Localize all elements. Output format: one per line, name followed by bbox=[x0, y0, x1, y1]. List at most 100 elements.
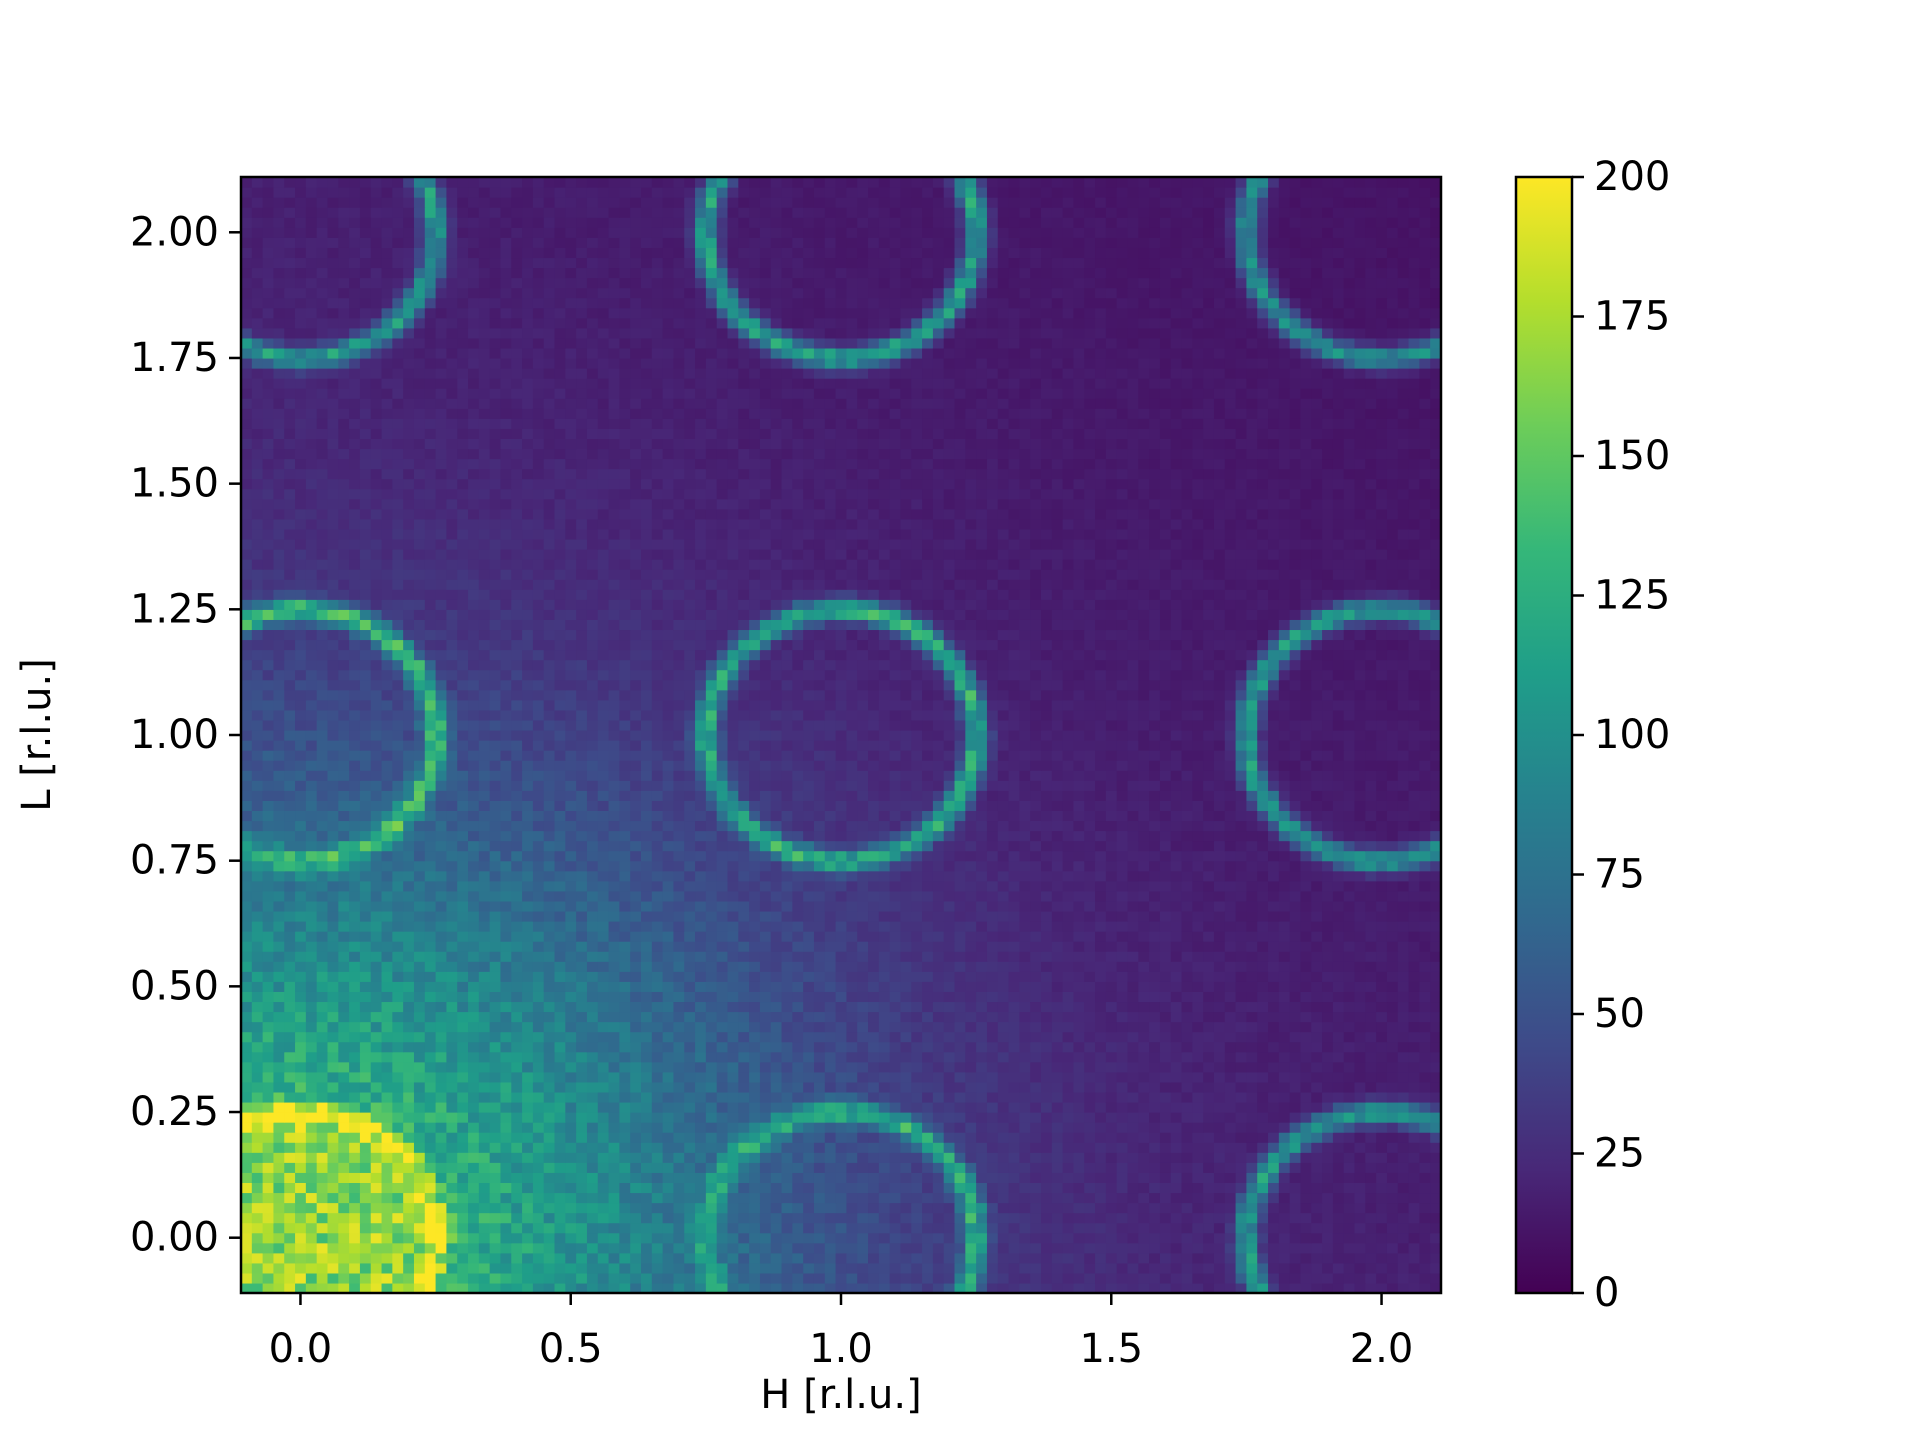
heatmap-cell bbox=[932, 971, 945, 982]
heatmap-cell bbox=[976, 921, 988, 932]
heatmap-cell bbox=[1376, 1061, 1388, 1073]
heatmap-cell bbox=[403, 981, 415, 992]
heatmap-cell bbox=[295, 991, 307, 1003]
heatmap-cell bbox=[1116, 1252, 1129, 1264]
heatmap-cell bbox=[630, 991, 642, 1003]
heatmap-cell bbox=[392, 1051, 404, 1063]
heatmap-cell bbox=[468, 880, 480, 892]
heatmap-cell bbox=[273, 941, 285, 952]
heatmap-cell bbox=[965, 1282, 977, 1293]
heatmap-cell bbox=[381, 1011, 393, 1023]
heatmap-cell bbox=[835, 1252, 847, 1264]
heatmap-cell bbox=[792, 1282, 804, 1293]
heatmap-cell bbox=[889, 941, 902, 952]
heatmap-cell bbox=[1116, 890, 1129, 902]
heatmap-cell bbox=[1095, 1041, 1107, 1053]
heatmap-cell bbox=[1343, 941, 1356, 952]
heatmap-cell bbox=[1289, 1152, 1302, 1163]
heatmap-cell bbox=[608, 951, 620, 962]
heatmap-cell bbox=[1311, 1272, 1323, 1284]
heatmap-cell bbox=[262, 870, 275, 882]
heatmap-cell bbox=[349, 961, 361, 972]
heatmap-cell bbox=[1105, 1222, 1118, 1234]
heatmap-cell bbox=[586, 1011, 599, 1023]
heatmap-cell bbox=[251, 951, 264, 962]
heatmap-cell bbox=[1095, 1272, 1107, 1284]
heatmap-cell bbox=[1430, 1021, 1441, 1033]
heatmap-cell bbox=[1181, 1232, 1193, 1244]
heatmap-cell bbox=[522, 1091, 534, 1103]
heatmap-cell bbox=[976, 1031, 988, 1043]
heatmap-cell bbox=[986, 931, 999, 942]
heatmap-cell bbox=[781, 910, 793, 922]
heatmap-cell bbox=[1192, 1152, 1204, 1163]
heatmap-cell bbox=[673, 941, 685, 952]
heatmap-cell bbox=[446, 1272, 458, 1284]
heatmap-cell bbox=[532, 961, 545, 972]
heatmap-cell bbox=[954, 850, 966, 862]
heatmap-cell bbox=[359, 1172, 372, 1183]
heatmap-cell bbox=[976, 951, 988, 962]
heatmap-cell bbox=[532, 1001, 545, 1013]
heatmap-cell bbox=[1138, 1041, 1150, 1053]
heatmap-cell bbox=[284, 1071, 296, 1083]
heatmap-cell bbox=[1041, 1212, 1053, 1224]
heatmap-cell bbox=[284, 1282, 296, 1293]
heatmap-cell bbox=[1051, 931, 1064, 942]
heatmap-cell bbox=[1213, 860, 1226, 872]
heatmap-cell bbox=[1084, 1091, 1096, 1103]
heatmap-cell bbox=[651, 1202, 664, 1214]
heatmap-cell bbox=[954, 1142, 966, 1153]
heatmap-cell bbox=[1041, 1282, 1053, 1293]
heatmap-cell bbox=[1343, 1182, 1356, 1194]
heatmap-cell bbox=[1084, 1272, 1096, 1284]
heatmap-cell bbox=[943, 1041, 956, 1053]
heatmap-cell bbox=[1127, 1252, 1139, 1264]
heatmap-cell bbox=[1268, 1152, 1280, 1163]
heatmap-cell bbox=[359, 1222, 372, 1234]
heatmap-cell bbox=[500, 1242, 512, 1254]
heatmap-cell bbox=[922, 1262, 934, 1274]
heatmap-cell bbox=[1419, 1202, 1431, 1214]
heatmap-cell bbox=[1019, 1071, 1031, 1083]
heatmap-cell bbox=[803, 1202, 815, 1214]
heatmap-cell bbox=[1376, 991, 1388, 1003]
heatmap-cell bbox=[727, 961, 739, 972]
heatmap-cell bbox=[781, 951, 793, 962]
heatmap-cell bbox=[424, 1031, 437, 1043]
heatmap-cell bbox=[565, 1132, 577, 1143]
heatmap-cell bbox=[1257, 1001, 1269, 1013]
heatmap-cell bbox=[241, 890, 253, 902]
heatmap-cell bbox=[1235, 1282, 1247, 1293]
heatmap-cell bbox=[835, 880, 847, 892]
heatmap-cell bbox=[976, 900, 988, 912]
heatmap-cell bbox=[532, 1282, 545, 1293]
heatmap-cell bbox=[305, 1232, 318, 1244]
heatmap-cell bbox=[943, 900, 956, 912]
heatmap-cell bbox=[1300, 1021, 1312, 1033]
heatmap-cell bbox=[1246, 1182, 1258, 1194]
heatmap-cell bbox=[1030, 900, 1042, 912]
heatmap-cell bbox=[349, 1071, 361, 1083]
heatmap-cell bbox=[457, 900, 469, 912]
heatmap-cell bbox=[1430, 1142, 1441, 1153]
heatmap-cell bbox=[1322, 1202, 1334, 1214]
heatmap-cell bbox=[1149, 1232, 1161, 1244]
heatmap-cell bbox=[889, 1011, 902, 1023]
heatmap-cell bbox=[705, 941, 718, 952]
heatmap-cell bbox=[413, 1061, 426, 1073]
heatmap-cell bbox=[857, 991, 869, 1003]
heatmap-cell bbox=[1127, 910, 1139, 922]
heatmap-cell bbox=[446, 951, 458, 962]
heatmap-cell bbox=[1322, 1101, 1334, 1113]
heatmap-cell bbox=[359, 1031, 372, 1043]
heatmap-cell bbox=[1041, 951, 1053, 962]
heatmap-cell bbox=[1354, 1001, 1366, 1013]
heatmap-cell bbox=[1257, 951, 1269, 962]
heatmap-cell bbox=[1095, 971, 1107, 982]
heatmap-cell bbox=[359, 1081, 372, 1093]
heatmap-cell bbox=[1257, 941, 1269, 952]
heatmap-cell bbox=[868, 1081, 880, 1093]
heatmap-cell bbox=[381, 1132, 393, 1143]
heatmap-cell bbox=[619, 991, 631, 1003]
